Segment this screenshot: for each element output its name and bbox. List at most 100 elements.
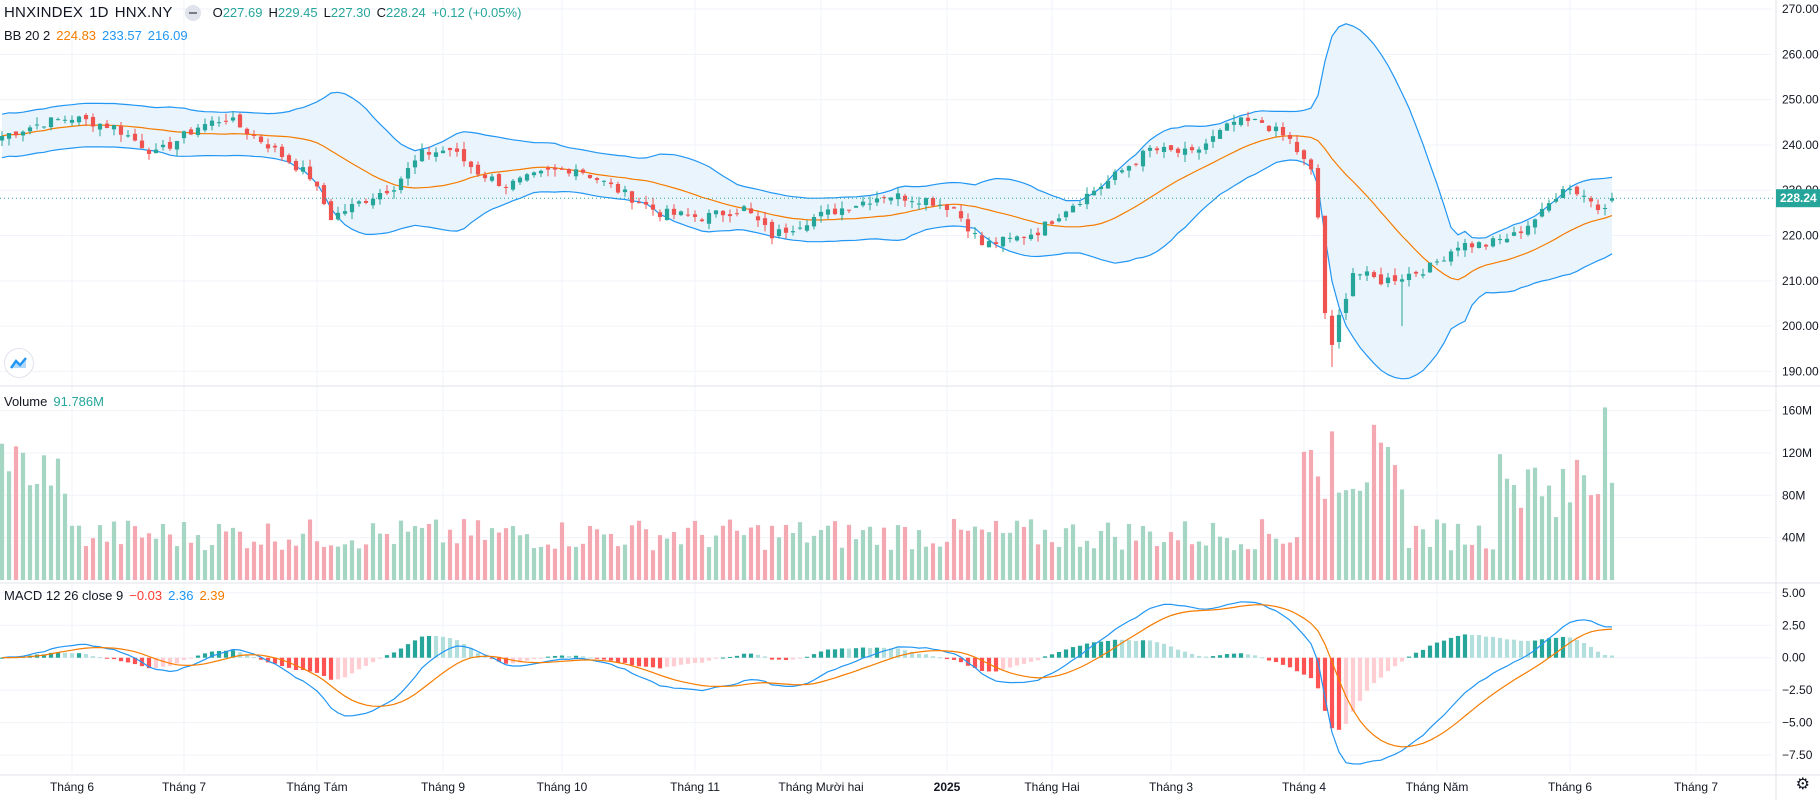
macd-histogram-bar <box>1532 640 1538 658</box>
volume-bar <box>1252 549 1258 580</box>
volume-bar <box>1308 449 1314 580</box>
candle-body <box>384 190 390 194</box>
time-axis-label: Tháng 11 <box>670 780 720 794</box>
axes: 270.00260.00250.00240.00230.00220.00210.… <box>50 2 1820 794</box>
macd-histogram-bar <box>307 657 313 672</box>
volume-bar <box>566 546 572 580</box>
candle-body <box>1301 150 1307 160</box>
candle-body <box>601 180 607 182</box>
macd-histogram-bar <box>356 657 362 670</box>
macd-histogram-bar <box>1385 657 1391 672</box>
volume-bar <box>979 529 985 580</box>
candle-body <box>426 152 432 155</box>
macd-histogram-bar <box>342 657 348 678</box>
candle-body <box>62 119 68 121</box>
candle-body <box>776 229 782 237</box>
macd-histogram-bar <box>1448 637 1454 658</box>
volume-bar <box>1504 478 1510 580</box>
time-axis-label: Tháng Năm <box>1406 780 1469 794</box>
macd-histogram-bar <box>1035 657 1041 661</box>
candle-body <box>1140 150 1146 167</box>
symbol-name[interactable]: HNXINDEX <box>4 4 84 21</box>
candle-body <box>6 133 12 139</box>
candle-body <box>1056 218 1062 222</box>
candle-body <box>559 168 565 170</box>
macd-histogram-bar <box>426 635 432 658</box>
volume-bar <box>1336 492 1342 580</box>
volume-bar <box>1168 532 1174 580</box>
settings-gear-icon[interactable]: ⚙ <box>1795 776 1810 793</box>
candle-body <box>1392 275 1398 282</box>
time-axis-label: Tháng 4 <box>1282 780 1326 794</box>
price-tick-label: 240.00 <box>1782 138 1819 152</box>
candle-body <box>909 201 915 203</box>
macd-histogram-bar <box>741 653 747 658</box>
macd-histogram-bar <box>1602 654 1608 658</box>
candle-body <box>405 168 411 179</box>
candle-body <box>1497 239 1503 241</box>
volume-bar <box>118 544 124 580</box>
bb-legend[interactable]: BB 20 2 224.83 233.57 216.09 <box>4 28 188 43</box>
macd-histogram-bar <box>1231 653 1237 658</box>
candle-body <box>419 149 425 162</box>
volume-bar <box>1301 451 1307 580</box>
macd-histogram-bar <box>1546 638 1552 658</box>
price-tick-label: 220.00 <box>1782 229 1819 243</box>
macd-histogram-bar <box>1420 649 1426 658</box>
macd-histogram-bar <box>566 656 572 658</box>
macd-histogram-bar <box>1469 634 1475 658</box>
volume-bar <box>1280 543 1286 580</box>
volume-bar <box>951 519 957 580</box>
macd-histogram-bar <box>601 657 607 660</box>
collapse-icon[interactable] <box>184 4 201 21</box>
candle-body <box>958 211 964 219</box>
bb-basis-value: 224.83 <box>56 28 97 43</box>
candle-body <box>321 185 327 205</box>
candle-body <box>1161 146 1167 152</box>
macd-histogram-bar <box>1287 657 1293 668</box>
macd-histogram-bar <box>657 657 663 669</box>
volume-bar <box>433 519 439 580</box>
volume-bar <box>307 519 313 580</box>
candle-body <box>1553 198 1559 202</box>
tradingview-logo-icon[interactable] <box>4 348 34 378</box>
volume-bar <box>370 523 376 580</box>
macd-line <box>1 601 1613 765</box>
candle-body <box>1098 186 1104 190</box>
volume-bar <box>1406 547 1412 580</box>
volume-bar <box>293 545 299 580</box>
symbol-legend: HNXINDEX 1D HNX.NY O227.69 H229.45 L227.… <box>4 4 521 21</box>
candle-body <box>97 123 103 130</box>
macd-histogram-bar <box>475 652 481 658</box>
volume-bar <box>867 526 873 580</box>
macd-name: MACD 12 26 close 9 <box>4 588 124 603</box>
interval[interactable]: 1D <box>89 4 109 21</box>
volume-bar <box>139 537 145 580</box>
volume-bar <box>510 526 516 580</box>
volume-bar <box>1343 490 1349 580</box>
candle-body <box>1000 236 1006 247</box>
candle-body <box>615 183 621 193</box>
volume-bar <box>629 525 635 580</box>
candle-body <box>1273 126 1279 132</box>
volume-legend[interactable]: Volume 91.786M <box>4 394 104 409</box>
candle-body <box>174 140 180 150</box>
macd-hist-value: −0.03 <box>129 588 163 603</box>
volume-bar <box>97 525 103 580</box>
volume-bar <box>748 527 754 580</box>
candle-body <box>1371 272 1377 277</box>
candle-body <box>888 197 894 201</box>
candle-body <box>69 119 75 123</box>
volume-bar <box>790 533 796 580</box>
macd-histogram-bar <box>118 657 124 662</box>
macd-histogram-bar <box>958 657 964 663</box>
candle-body <box>0 135 5 141</box>
macd-histogram-bar <box>321 657 327 677</box>
macd-legend[interactable]: MACD 12 26 close 9 −0.03 2.36 2.39 <box>4 588 225 603</box>
volume-bar <box>972 526 978 580</box>
volume-bar <box>1259 519 1265 580</box>
candle-body <box>769 221 775 239</box>
volume-bar <box>692 520 698 580</box>
volume-bar <box>55 458 61 580</box>
